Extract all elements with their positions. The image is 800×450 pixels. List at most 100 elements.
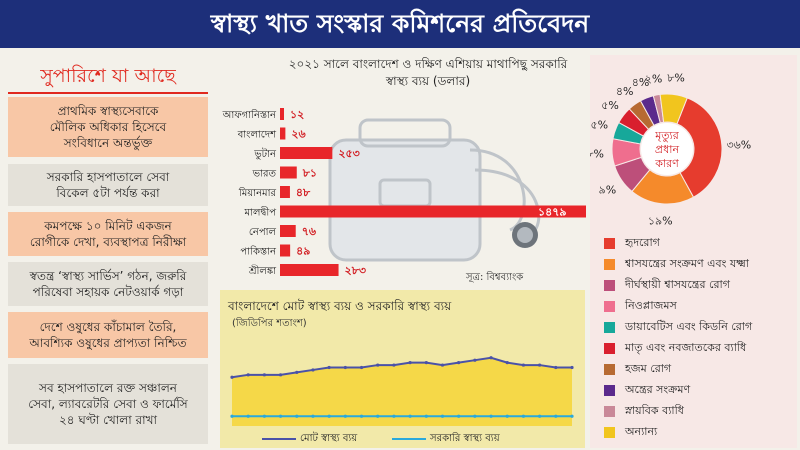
government-point xyxy=(376,414,380,418)
donut-percent-label: ৮% xyxy=(667,72,685,85)
bar-category-label: মালদ্বীপ xyxy=(244,206,277,219)
total-point xyxy=(538,363,542,367)
legend-label: ডায়াবেটিস এবং কিডনি রোগ xyxy=(625,320,753,333)
bar-value-label: ২৫৩ xyxy=(338,147,359,160)
total-area xyxy=(232,357,572,426)
recommendation-line: সরকারি হাসপাতালে সেবা xyxy=(46,170,170,184)
donut-slice xyxy=(659,93,688,125)
bar-category-label: মিয়ানমার xyxy=(238,187,277,199)
bar-value-label: ৭৬ xyxy=(302,225,317,238)
government-point xyxy=(457,414,461,418)
government-point xyxy=(473,414,477,418)
recommendation-line: সেবা, ল্যাবরেটরি সেবা ও ফার্মেসি xyxy=(28,397,188,411)
legend-swatch-total xyxy=(262,438,296,440)
line-chart xyxy=(230,356,574,426)
legend-label: অন্ত্রের সংক্রমণ xyxy=(625,383,691,396)
total-point xyxy=(424,361,428,365)
donut-title: মৃত্যুর xyxy=(654,129,680,142)
government-point xyxy=(295,414,299,418)
recommendation-line: পরিষেবা সহায়ক নেটওয়ার্ক গড়া xyxy=(32,285,184,299)
bar-category-label: নেপাল xyxy=(249,227,277,238)
bar-category-label: শ্রীলঙ্কা xyxy=(248,264,277,277)
bar-value-label: ২৮৩ xyxy=(345,264,366,277)
legend-label: শ্বাসযন্ত্রের সংক্রমণ এবং যক্ষ্মা xyxy=(625,257,749,270)
donut-title: কারণ xyxy=(654,157,679,170)
recommendation-line: রোগীকে দেখা, ব্যবস্থাপত্র নিরীক্ষা xyxy=(29,235,187,249)
total-point xyxy=(359,365,364,370)
donut-legend-item: মাতৃ এবং নবজাতকের ব্যাধি xyxy=(604,338,752,359)
legend-label: অন্যান্য xyxy=(625,425,658,438)
donut-title: প্রধান xyxy=(655,143,680,156)
bar xyxy=(280,108,284,120)
bar-category-label: আফগানিস্তান xyxy=(222,109,277,121)
recommendation-line: কমপক্ষে ১০ মিনিট একজন xyxy=(44,219,172,233)
donut-percent-label: ২% xyxy=(645,72,663,85)
donut-legend-item: ডায়াবেটিস এবং কিডনি রোগ xyxy=(604,317,752,338)
government-point xyxy=(408,414,412,418)
donut-percent-label: ৯% xyxy=(599,183,617,196)
recommendation-item: প্রাথমিক স্বাস্থ্যসেবাকে মৌলিক অধিকার হিস… xyxy=(8,97,208,157)
recommendation-line: দেশে ওষুধের কাঁচামাল তৈরি, xyxy=(39,320,177,334)
total-point xyxy=(408,361,412,365)
recommendation-item: সব হাসপাতালে রক্ত সঞ্চালন সেবা, ল্যাবরেটর… xyxy=(8,364,208,444)
donut-percent-label: ৪% xyxy=(616,85,634,98)
recommendation-item: স্বতন্ত্র ‘স্বাস্থ্য সার্ভিস’ গঠন, জরুরি… xyxy=(8,262,208,306)
government-point xyxy=(278,414,283,418)
recommendation-line: আবশ্যিক ওষুধের প্রাপ্যতা নিশ্চিত xyxy=(29,336,187,350)
donut-legend-item: হজম রোগ xyxy=(604,359,752,380)
recommendation-line: ২৪ ঘণ্টা খোলা রাখা xyxy=(59,413,157,427)
legend-swatch xyxy=(604,259,615,270)
recommendation-item: কমপক্ষে ১০ মিনিট একজন রোগীকে দেখা, ব্যবস্… xyxy=(8,212,208,256)
bar xyxy=(280,127,286,140)
legend-swatch xyxy=(604,322,615,333)
donut-percent-label: ৪% xyxy=(632,76,650,89)
total-point xyxy=(246,373,250,377)
legend-label: দীর্ঘস্থায়ী শ্বাসযন্ত্রের রোগ xyxy=(625,278,730,291)
donut-percent-label: ৩৬% xyxy=(726,138,751,151)
bar-category-label: ভুটান xyxy=(253,147,277,160)
title-bar xyxy=(0,0,800,48)
total-point xyxy=(473,358,477,362)
recommendation-line: সংবিধানে অন্তর্ভুক্ত xyxy=(63,136,153,150)
legend-swatch xyxy=(604,238,615,249)
government-point xyxy=(359,414,364,418)
medical-kit-illustration xyxy=(328,118,541,262)
total-point xyxy=(311,368,315,372)
recommendation-line: সব হাসপাতালে রক্ত সঞ্চালন xyxy=(39,381,177,395)
legend-swatch xyxy=(604,385,615,396)
recommendation-line: স্বতন্ত্র ‘স্বাস্থ্য সার্ভিস’ গঠন, জরুরি xyxy=(29,269,187,283)
bar-chart-source: সূত্র: বিশ্বব্যাংক xyxy=(466,272,524,283)
bar-value-label: ৮১ xyxy=(302,167,317,180)
donut-legend-item: অন্যান্য xyxy=(604,422,752,443)
legend-swatch-government xyxy=(392,438,426,440)
recommendation-line: মৌলিক অধিকার হিসেবে xyxy=(49,120,167,134)
bar-category-label: পাকিস্তান xyxy=(240,246,277,258)
recommendation-item: সরকারি হাসপাতালে সেবা বিকেল ৫টা পর্যন্ত ক… xyxy=(8,164,208,206)
donut-slice xyxy=(676,97,723,198)
donut-legend-item: শ্বাসযন্ত্রের সংক্রমণ এবং যক্ষ্মা xyxy=(604,254,752,275)
bar xyxy=(280,264,339,276)
government-point xyxy=(521,414,526,418)
total-point xyxy=(327,365,331,370)
government-point xyxy=(392,414,396,418)
bar-value-label: ৪৮ xyxy=(296,186,311,199)
line-chart-subtitle: (জিডিপির শতাংশ) xyxy=(232,318,307,329)
total-point xyxy=(457,361,461,365)
donut-legend-item: হৃদরোগ xyxy=(604,233,752,254)
total-point xyxy=(262,373,266,377)
legend-label-government: সরকারি স্বাস্থ্য ব্যয় xyxy=(430,433,500,444)
government-point xyxy=(230,414,234,418)
total-point xyxy=(440,363,445,367)
total-point xyxy=(376,363,380,367)
total-point xyxy=(521,363,526,367)
total-point xyxy=(489,356,493,360)
bar-value-label: ১৪৭৯ xyxy=(538,206,567,219)
government-point xyxy=(505,414,509,418)
legend-label: মাতৃ এবং নবজাতকের ব্যাধি xyxy=(625,341,747,354)
government-point xyxy=(489,414,493,418)
donut-legend-item: নিওপ্লাজমস xyxy=(604,296,752,317)
total-point xyxy=(295,370,299,374)
government-point xyxy=(311,414,315,418)
government-point xyxy=(538,414,542,418)
legend-swatch xyxy=(604,301,615,312)
